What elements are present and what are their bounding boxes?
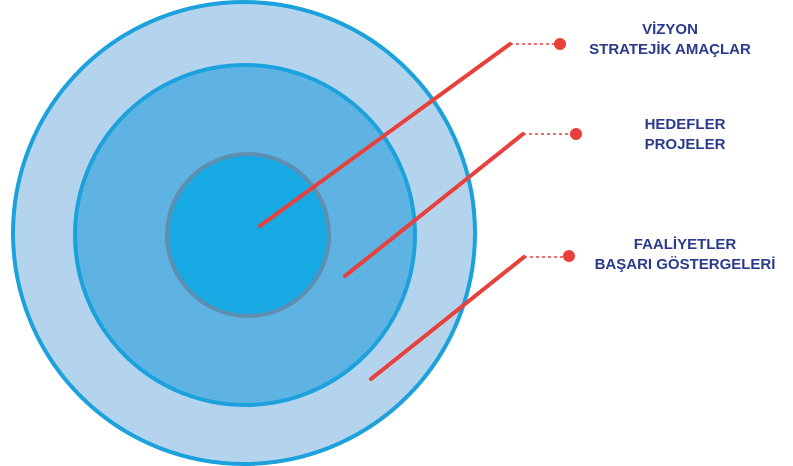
label-vision-strategic-goals: VİZYON STRATEJİK AMAÇLAR [575,20,765,60]
label-1-line-2: STRATEJİK AMAÇLAR [589,41,751,58]
label-3-line-1: FAALİYETLER [633,236,737,253]
pointer-line-2 [343,132,525,278]
label-targets-projects: HEDEFLER PROJELER [590,115,780,155]
pointer-dot-1 [554,38,566,50]
label-3-line-2: BAŞARI GÖSTERGELERİ [594,256,776,273]
pointer-dot-3 [563,250,575,262]
label-activities-indicators: FAALİYETLER BAŞARI GÖSTERGELERİ [575,235,793,275]
label-1-line-1: VİZYON [642,21,698,38]
pointer-dot-2 [570,128,582,140]
label-2-line-2: PROJELER [644,136,726,153]
inner-circle [165,152,331,318]
pointer-line-1 [258,42,512,228]
label-2-line-1: HEDEFLER [644,116,726,133]
pointer-line-3 [369,255,526,381]
